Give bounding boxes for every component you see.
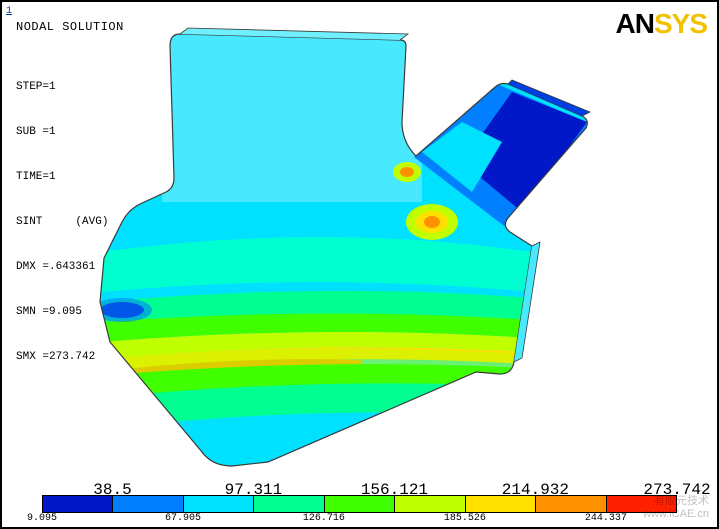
legend-color-bar [42, 495, 677, 513]
fea-contour-svg [62, 22, 652, 472]
legend-tick-label: 214.932 [502, 481, 569, 499]
legend-tick-label: 185.526 [444, 513, 486, 524]
contour-legend: 38.597.311156.121214.932273.742 9.09567.… [42, 481, 677, 515]
legend-tick-label: 244.337 [585, 513, 627, 524]
fea-model-view[interactable] [62, 22, 652, 472]
legend-ticks-bottom: 9.09567.905126.716185.526244.337 [42, 513, 677, 527]
legend-tick-label: 273.742 [643, 481, 710, 499]
legend-tick-label: 67.905 [165, 513, 201, 524]
coord-axis-indicator: 1 [6, 6, 12, 17]
legend-tick-label: 126.716 [303, 513, 345, 524]
legend-tick-label: 156.121 [361, 481, 428, 499]
viewport-frame: 1 NODAL SOLUTION STEP=1 SUB =1 TIME=1 SI… [0, 0, 719, 529]
legend-ticks-top: 38.597.311156.121214.932273.742 [42, 481, 677, 495]
legend-tick-label: 9.095 [27, 513, 57, 524]
legend-tick-label: 38.5 [93, 481, 131, 499]
legend-tick-label: 97.311 [225, 481, 283, 499]
logo-part-sys: SYS [654, 8, 707, 39]
